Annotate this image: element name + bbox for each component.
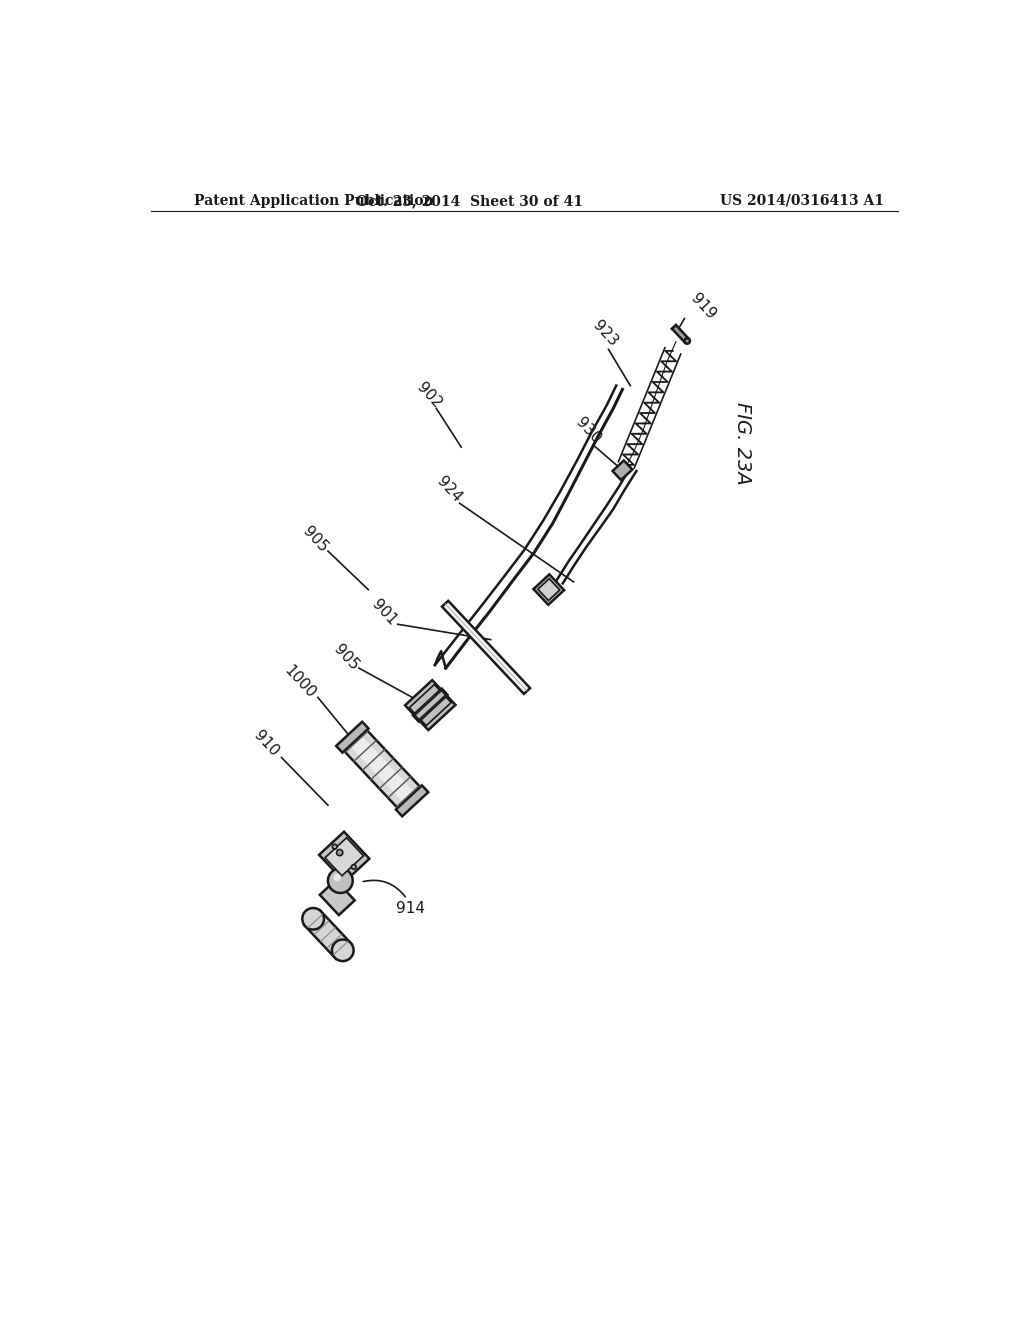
Text: US 2014/0316413 A1: US 2014/0316413 A1: [720, 194, 885, 207]
Polygon shape: [319, 832, 370, 882]
Circle shape: [333, 845, 337, 849]
Text: 924: 924: [434, 474, 465, 506]
Text: 919: 919: [687, 290, 719, 322]
Polygon shape: [343, 729, 421, 809]
Polygon shape: [672, 325, 689, 343]
Text: Oct. 23, 2014  Sheet 30 of 41: Oct. 23, 2014 Sheet 30 of 41: [355, 194, 583, 207]
Polygon shape: [534, 574, 564, 605]
Text: 905: 905: [331, 642, 361, 673]
Text: 930: 930: [573, 416, 604, 446]
Polygon shape: [406, 680, 456, 730]
Text: Patent Application Publication: Patent Application Publication: [194, 194, 433, 207]
FancyArrowPatch shape: [364, 880, 406, 896]
Polygon shape: [336, 722, 369, 752]
Circle shape: [337, 850, 343, 855]
Circle shape: [684, 338, 690, 343]
Text: 910: 910: [251, 727, 282, 759]
Text: 905: 905: [300, 524, 331, 556]
Circle shape: [302, 908, 324, 929]
Polygon shape: [304, 911, 351, 958]
Circle shape: [332, 940, 353, 961]
Polygon shape: [538, 578, 560, 601]
Circle shape: [334, 874, 341, 882]
Polygon shape: [349, 734, 416, 804]
Text: 902: 902: [414, 380, 444, 412]
Circle shape: [351, 865, 356, 870]
Polygon shape: [325, 838, 364, 875]
Text: 901: 901: [369, 597, 399, 628]
Circle shape: [328, 869, 352, 892]
Text: FIG. 23A: FIG. 23A: [733, 401, 752, 484]
Polygon shape: [442, 601, 530, 694]
Polygon shape: [319, 880, 354, 915]
Text: 914: 914: [396, 900, 425, 916]
Text: 923: 923: [590, 318, 621, 350]
Polygon shape: [396, 785, 428, 816]
Polygon shape: [612, 461, 633, 480]
Text: 1000: 1000: [282, 663, 318, 701]
